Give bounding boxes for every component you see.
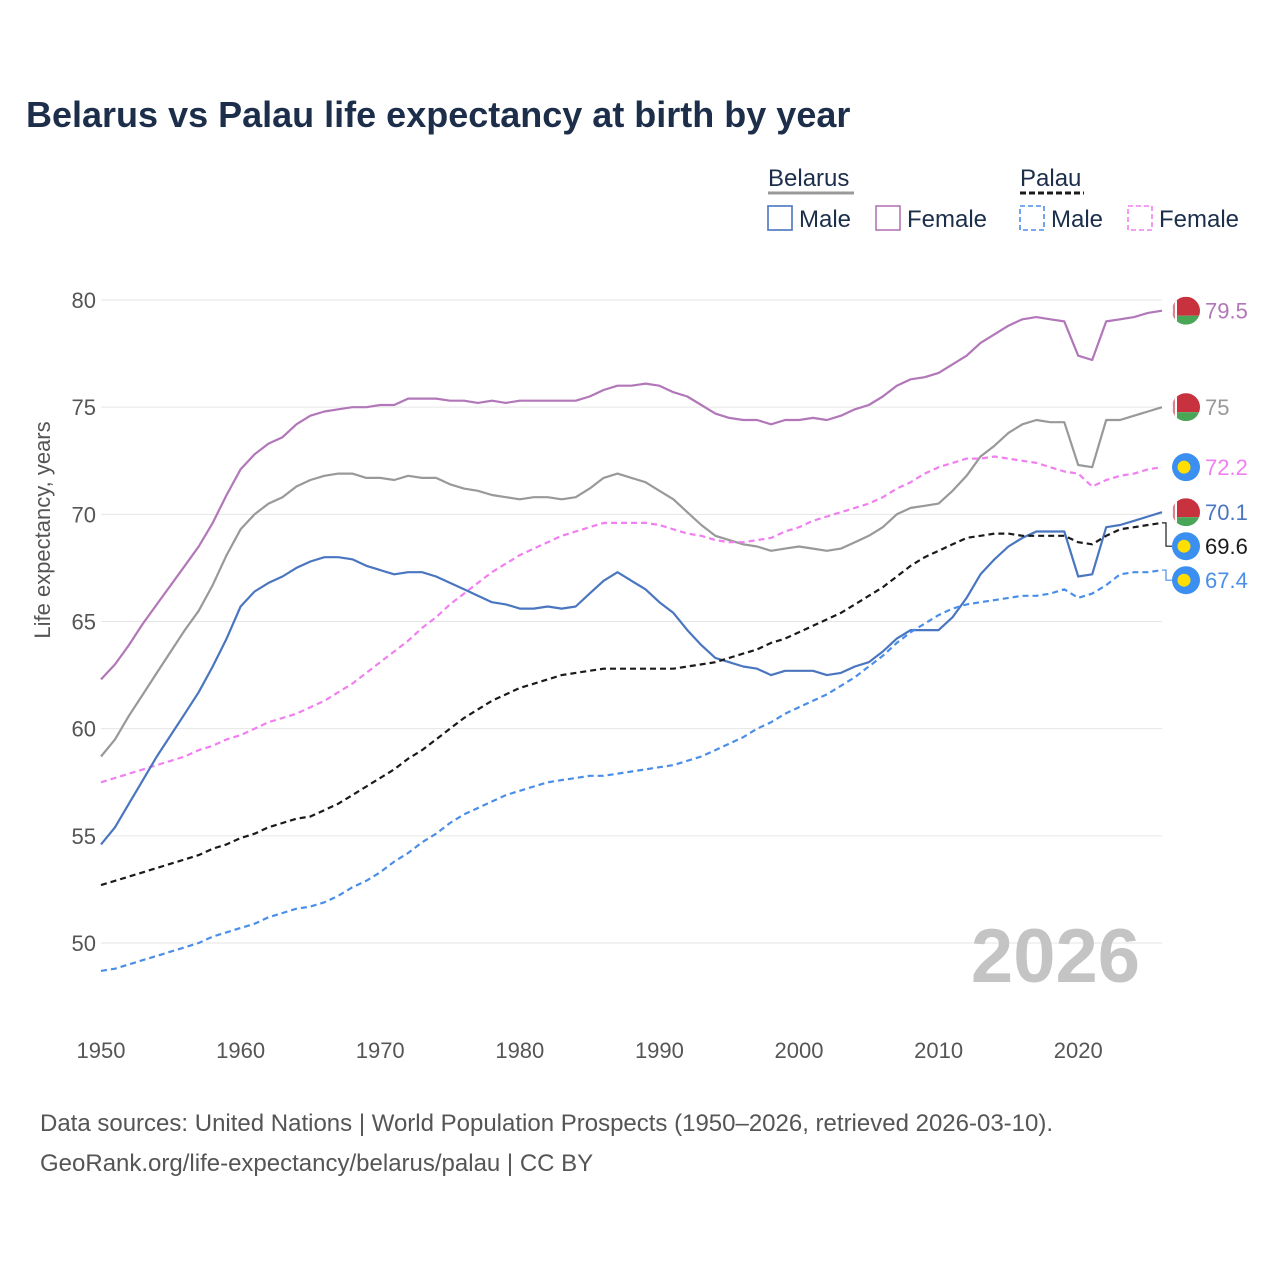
x-tick-label: 1950 <box>77 1038 126 1063</box>
x-tick-label: 2020 <box>1054 1038 1103 1063</box>
legend-item-label: Female <box>1159 206 1239 233</box>
x-tick-label: 2010 <box>914 1038 963 1063</box>
series-line-palau <box>100 521 1163 887</box>
legend-item-label: Female <box>907 206 987 233</box>
chart-title: Belarus vs Palau life expectancy at birt… <box>26 94 851 135</box>
series-line-belarus-female <box>100 309 1163 681</box>
footer-sources: Data sources: United Nations | World Pop… <box>40 1110 1054 1137</box>
axes: Life expectancy, years 50 55 60 65 70 75 80 195… <box>30 288 1103 1063</box>
legend-group-title: Palau <box>1020 165 1081 192</box>
series-lines <box>100 309 1163 972</box>
end-label-value: 70.1 <box>1205 500 1248 525</box>
legend-group-title: Belarus <box>768 165 849 192</box>
y-tick-label: 55 <box>72 824 96 849</box>
x-tick-label: 1960 <box>216 1038 265 1063</box>
legend-swatch <box>767 205 793 231</box>
x-tick-label: 2000 <box>775 1038 824 1063</box>
y-axis-title: Life expectancy, years <box>30 421 55 638</box>
end-label-value: 79.5 <box>1205 299 1248 324</box>
y-tick-label: 60 <box>72 717 96 742</box>
footer: Data sources: United Nations | World Pop… <box>40 1104 1053 1184</box>
palau-flag-icon <box>1172 532 1200 561</box>
grid-lines <box>101 299 1162 944</box>
y-tick-label: 80 <box>72 288 96 313</box>
palau-flag-icon <box>1172 453 1200 482</box>
legend-item-label: Male <box>1051 206 1103 233</box>
series-line-palau-female <box>100 455 1163 784</box>
year-watermark: 2026 <box>971 914 1140 999</box>
legend-swatch <box>875 205 901 231</box>
end-label-value: 75 <box>1205 395 1229 420</box>
x-tick-label: 1970 <box>356 1038 405 1063</box>
x-tick-label: 1980 <box>495 1038 544 1063</box>
y-tick-label: 65 <box>72 610 96 635</box>
legend-swatch <box>1019 205 1045 231</box>
end-label-connector <box>1162 569 1172 581</box>
belarus-flag-icon <box>1172 393 1200 422</box>
end-label-value: 72.2 <box>1205 455 1248 480</box>
belarus-flag-icon <box>1172 296 1200 325</box>
end-labels: 79.5 75 72.2 70.1 69.6 67.4 <box>1162 296 1248 595</box>
legend: Belarus Male Female Palau Male Female <box>767 165 1239 233</box>
end-label-value: 67.4 <box>1205 568 1248 593</box>
legend-item-label: Male <box>799 206 851 233</box>
footer-credit: GeoRank.org/life-expectancy/belarus/pala… <box>40 1150 594 1177</box>
palau-flag-icon <box>1172 566 1200 595</box>
series-line-belarus-male <box>100 511 1163 846</box>
y-tick-label: 70 <box>72 502 96 527</box>
belarus-flag-icon <box>1172 498 1200 527</box>
end-label-connector <box>1162 522 1172 547</box>
series-line-palau-male <box>100 569 1163 972</box>
series-line-belarus <box>100 406 1163 758</box>
legend-swatch <box>1127 205 1153 231</box>
x-tick-label: 1990 <box>635 1038 684 1063</box>
y-tick-label: 75 <box>72 395 96 420</box>
y-tick-label: 50 <box>72 931 96 956</box>
end-label-value: 69.6 <box>1205 534 1248 559</box>
